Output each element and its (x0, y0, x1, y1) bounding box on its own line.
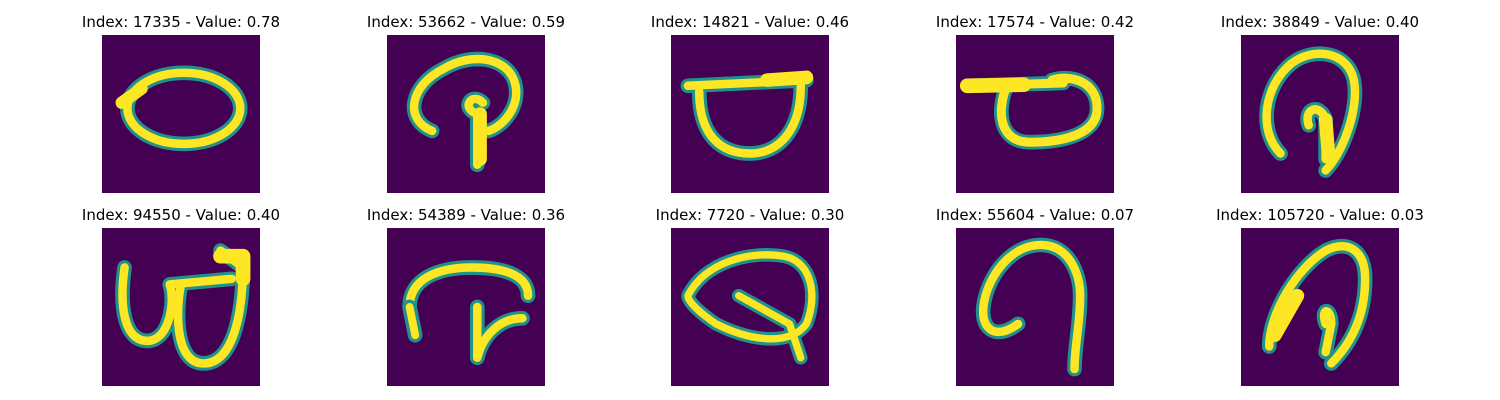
digit-image (671, 228, 829, 386)
digit-image (387, 35, 545, 193)
digit-image (671, 35, 829, 193)
digit-image (1241, 35, 1399, 193)
digit-image (102, 35, 260, 193)
digit-image (956, 228, 1114, 386)
panel-title: Index: 55604 - Value: 0.07 (935, 206, 1135, 224)
panel-title: Index: 14821 - Value: 0.46 (650, 13, 850, 31)
digit-image (1241, 228, 1399, 386)
panel-title: Index: 38849 - Value: 0.40 (1220, 13, 1420, 31)
digit-image (102, 228, 260, 386)
panel-title: Index: 94550 - Value: 0.40 (81, 206, 281, 224)
panel-title: Index: 105720 - Value: 0.03 (1216, 206, 1424, 224)
panel-title: Index: 17574 - Value: 0.42 (935, 13, 1135, 31)
panel-title: Index: 54389 - Value: 0.36 (366, 206, 566, 224)
panel-title: Index: 7720 - Value: 0.30 (655, 206, 845, 224)
digit-image (956, 35, 1114, 193)
panel-title: Index: 17335 - Value: 0.78 (81, 13, 281, 31)
digit-image (387, 228, 545, 386)
panel-title: Index: 53662 - Value: 0.59 (366, 13, 566, 31)
